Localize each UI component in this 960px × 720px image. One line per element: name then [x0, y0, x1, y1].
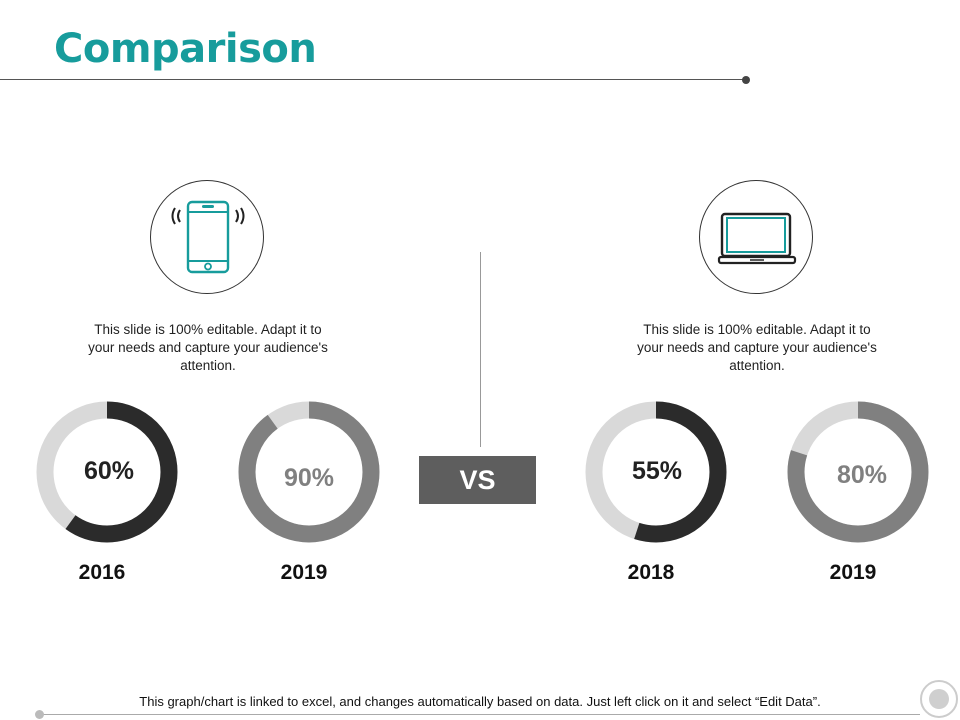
footer-divider: [40, 714, 920, 715]
footer-note: This graph/chart is linked to excel, and…: [139, 694, 821, 709]
year-label-2019-right: 2019: [829, 561, 877, 584]
center-divider: [480, 252, 481, 447]
right-description: This slide is 100% editable. Adapt it to…: [637, 322, 877, 373]
donut-2019-left-label: 90%: [283, 464, 335, 492]
year-label-2018: 2018: [627, 561, 675, 584]
nav-circle-icon: [929, 689, 949, 709]
divider-dot: [742, 76, 750, 84]
donut-2018-label: 55%: [631, 457, 683, 485]
slide-title: Comparison: [54, 26, 317, 72]
slide-nav-button[interactable]: [920, 680, 958, 718]
footer-divider-dot: [35, 710, 44, 719]
donut-2019-right-arc: [787, 401, 929, 543]
year-label-2016: 2016: [78, 561, 126, 584]
donut-2019-left: 90%: [234, 397, 384, 547]
donut-2019-right-label: 80%: [836, 461, 888, 489]
donut-2016-arc: [36, 401, 178, 543]
title-divider: [0, 79, 744, 80]
vs-badge: VS: [419, 456, 536, 504]
smartphone-icon-circle: [150, 180, 264, 294]
donut-2018: 55%: [581, 397, 731, 547]
left-description: This slide is 100% editable. Adapt it to…: [88, 322, 328, 373]
laptop-icon: [717, 212, 797, 265]
smartphone-icon: [171, 200, 245, 274]
donut-2019-left-arc: [238, 401, 380, 543]
year-label-2019-left: 2019: [280, 561, 328, 584]
donut-2019-right: 80%: [783, 397, 933, 547]
donut-2016-label: 60%: [83, 457, 135, 485]
donut-2016: 60%: [32, 397, 182, 547]
donut-2018-arc: [585, 401, 727, 543]
laptop-icon-circle: [699, 180, 813, 294]
